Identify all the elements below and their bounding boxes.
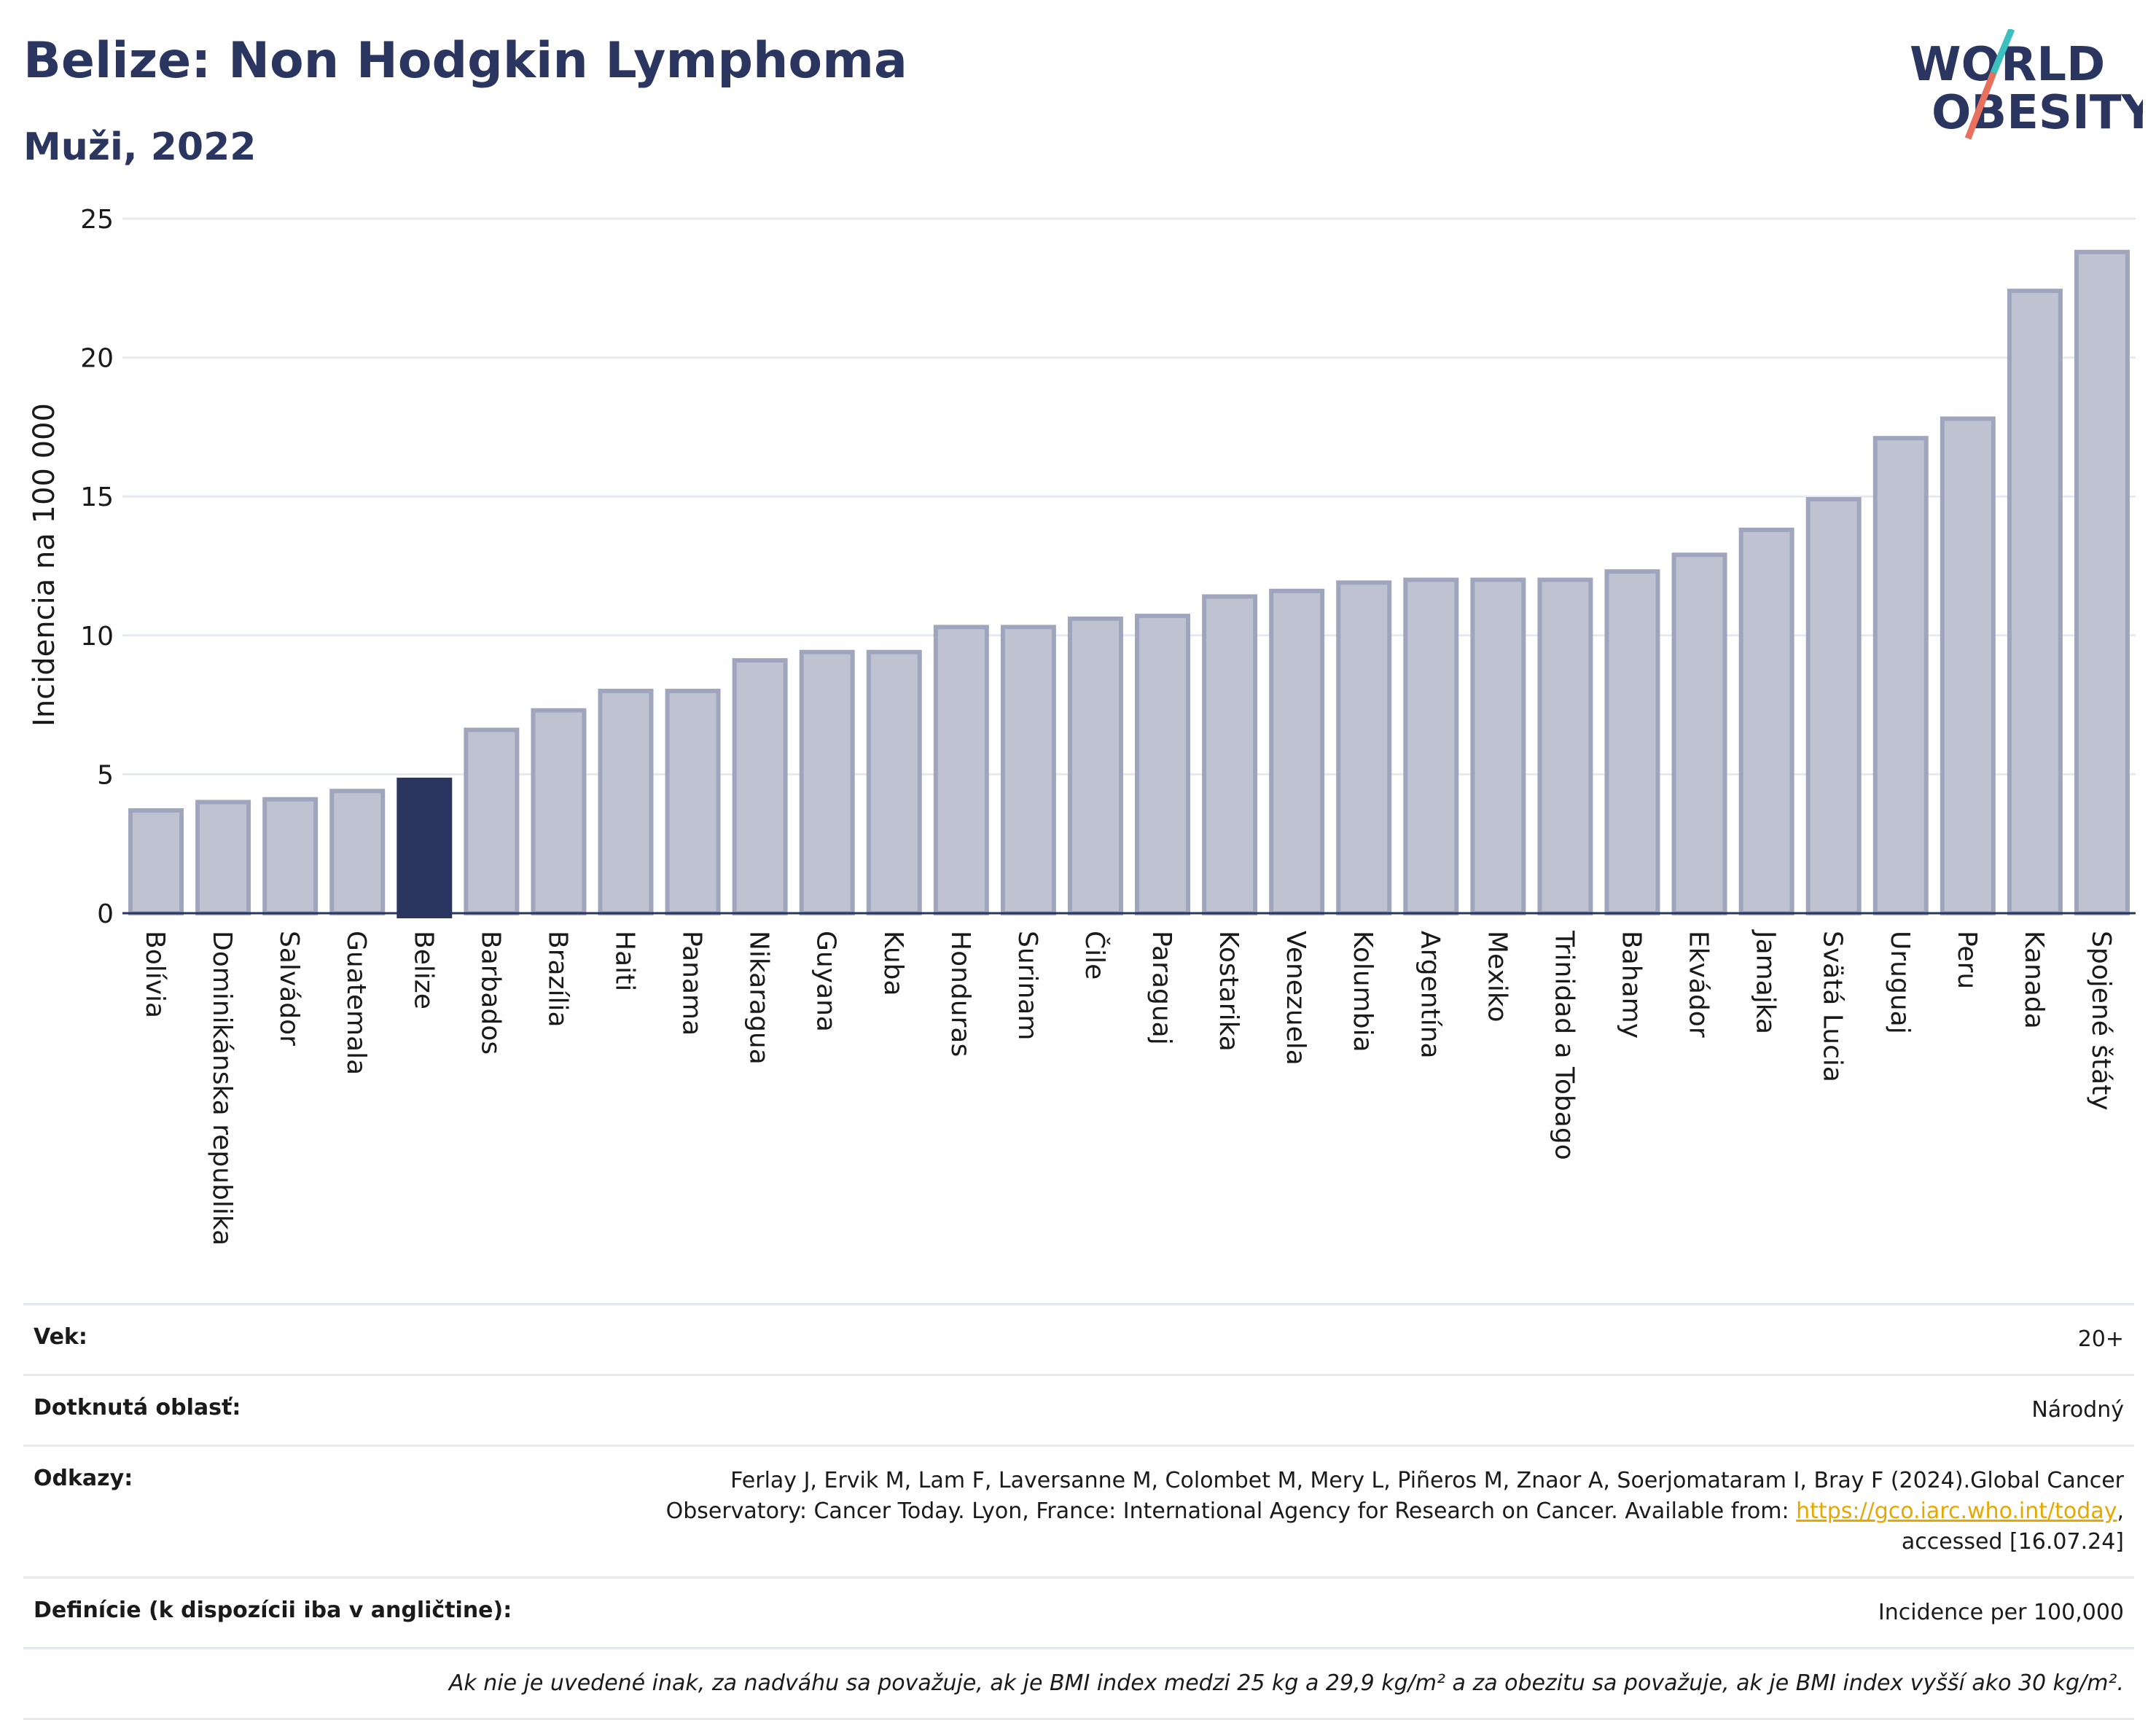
bar-dominikánska-republika[interactable] bbox=[195, 800, 251, 916]
area-value: Národný bbox=[2031, 1397, 2124, 1423]
age-label: Vek: bbox=[34, 1324, 87, 1350]
x-tick-label: Nikaragua bbox=[744, 931, 774, 1065]
x-tick-label: Kolumbia bbox=[1348, 931, 1378, 1052]
x-tick-label: Salvádor bbox=[274, 931, 304, 1046]
bar-kostarika[interactable] bbox=[1202, 594, 1258, 915]
bar-brazília[interactable] bbox=[531, 708, 587, 915]
bar-guatemala[interactable] bbox=[329, 789, 386, 915]
bar-ekvádor[interactable] bbox=[1671, 552, 1727, 915]
bar-surinam[interactable] bbox=[1000, 625, 1056, 915]
x-tick-label: Guyana bbox=[811, 931, 841, 1032]
definitions-label: Definície (k dispozícii iba v angličtine… bbox=[34, 1598, 512, 1623]
references-text-2: Observatory: Cancer Today. Lyon, France:… bbox=[665, 1498, 1797, 1524]
bar-belize[interactable] bbox=[397, 778, 453, 919]
bar-svätá-lucia[interactable] bbox=[1805, 497, 1862, 915]
x-tick-label: Belize bbox=[408, 931, 438, 1009]
world-obesity-logo: WORLD OBESITY bbox=[1910, 29, 2143, 140]
bmi-note: Ak nie je uvedené inak, za nadváhu sa po… bbox=[448, 1670, 2124, 1696]
grid-lines bbox=[122, 217, 2136, 775]
bar-kolumbia[interactable] bbox=[1336, 580, 1392, 915]
age-value: 20+ bbox=[2077, 1326, 2124, 1352]
chart-subtitle: Muži, 2022 bbox=[23, 125, 257, 169]
area-label: Dotknutá oblasť: bbox=[34, 1395, 241, 1420]
y-tick-label: 20 bbox=[80, 344, 114, 374]
x-tick-label: Uruguaj bbox=[1885, 931, 1915, 1034]
bar-honduras[interactable] bbox=[933, 625, 989, 915]
y-axis-label: Incidencia na 100 000 bbox=[28, 403, 61, 727]
bars bbox=[128, 249, 2130, 919]
x-tick-label: Ekvádor bbox=[1684, 931, 1714, 1038]
bar-panama[interactable] bbox=[665, 689, 721, 915]
bar-guyana[interactable] bbox=[799, 649, 855, 915]
y-tick-label: 15 bbox=[80, 482, 114, 512]
x-tick-label: Jamajka bbox=[1751, 929, 1781, 1034]
bar-spojené-štáty[interactable] bbox=[2074, 249, 2130, 915]
info-table: Vek: 20+ Dotknutá oblasť: Národný Odkazy… bbox=[23, 1303, 2134, 1720]
bar-kanada[interactable] bbox=[2007, 289, 2063, 915]
x-tick-labels: Bolívia Dominikánska republika Salvádor Gua… bbox=[140, 929, 2116, 1246]
references-text-3: , bbox=[2117, 1498, 2124, 1524]
references-text-4: accessed [16.07.24] bbox=[1901, 1529, 2124, 1555]
bar-bolívia[interactable] bbox=[128, 808, 184, 916]
bar-uruguaj[interactable] bbox=[1872, 436, 1929, 915]
y-tick-label: 25 bbox=[80, 205, 114, 235]
info-row-area: Dotknutá oblasť: Národný bbox=[23, 1374, 2134, 1445]
chart-title: Belize: Non Hodgkin Lymphoma bbox=[23, 32, 907, 90]
x-tick-label: Čile bbox=[1079, 931, 1110, 980]
logo-slash-coral bbox=[1964, 71, 1997, 140]
info-row-age: Vek: 20+ bbox=[23, 1303, 2134, 1374]
x-tick-label: Trinidad a Tobago bbox=[1549, 930, 1579, 1160]
bar-chart: 0 5 10 15 20 25 Bolívia Dominikánska republika… bbox=[28, 205, 2136, 1246]
bar-peru[interactable] bbox=[1940, 416, 1996, 915]
x-tick-label: Barbados bbox=[475, 931, 505, 1055]
info-row-definitions: Definície (k dispozícii iba v angličtine… bbox=[23, 1576, 2134, 1647]
bar-venezuela[interactable] bbox=[1269, 588, 1325, 915]
x-tick-label: Panama bbox=[677, 931, 707, 1036]
x-tick-label: Kanada bbox=[2019, 931, 2049, 1029]
x-tick-label: Spojené štáty bbox=[2086, 931, 2116, 1111]
x-tick-label: Kuba bbox=[878, 931, 908, 996]
x-tick-label: Bahamy bbox=[1617, 931, 1647, 1039]
info-row-references: Odkazy: Ferlay J, Ervik M, Lam F, Lavers… bbox=[23, 1445, 2134, 1576]
x-tick-label: Honduras bbox=[945, 931, 975, 1057]
x-tick-label: Venezuela bbox=[1281, 931, 1311, 1066]
logo-slash-teal bbox=[1990, 29, 2015, 74]
x-tick-label: Guatemala bbox=[341, 931, 371, 1075]
references-link[interactable]: https://gco.iarc.who.int/today bbox=[1796, 1498, 2117, 1524]
bar-jamajka[interactable] bbox=[1738, 527, 1794, 915]
bar-mexiko[interactable] bbox=[1470, 577, 1526, 915]
x-tick-label: Argentína bbox=[1415, 931, 1445, 1059]
definitions-value: Incidence per 100,000 bbox=[1878, 1600, 2124, 1625]
x-tick-label: Haiti bbox=[610, 931, 640, 991]
x-tick-label: Kostarika bbox=[1214, 931, 1243, 1052]
bar-bahamy[interactable] bbox=[1604, 569, 1660, 916]
bar-nikaragua[interactable] bbox=[732, 658, 788, 915]
bar-čile[interactable] bbox=[1067, 616, 1123, 915]
x-tick-label: Brazília bbox=[542, 931, 572, 1028]
info-row-note: Ak nie je uvedené inak, za nadváhu sa po… bbox=[23, 1647, 2134, 1720]
bar-haiti[interactable] bbox=[598, 689, 654, 915]
x-tick-label: Dominikánska republika bbox=[207, 931, 237, 1246]
x-tick-label: Bolívia bbox=[140, 931, 170, 1018]
bar-barbados[interactable] bbox=[464, 727, 520, 916]
x-tick-label: Paraguaj bbox=[1147, 931, 1176, 1045]
x-tick-label: Svätá Lucia bbox=[1818, 931, 1848, 1082]
x-tick-label: Surinam bbox=[1012, 931, 1042, 1040]
logo-text-line2: OBESITY bbox=[1932, 86, 2143, 140]
bar-trinidad-a-tobago[interactable] bbox=[1537, 577, 1593, 915]
bar-salvádor[interactable] bbox=[262, 797, 319, 916]
bar-argentína[interactable] bbox=[1403, 577, 1459, 915]
y-tick-label: 5 bbox=[97, 760, 114, 790]
x-tick-label: Mexiko bbox=[1482, 931, 1512, 1022]
bar-paraguaj[interactable] bbox=[1135, 614, 1191, 916]
references-value: Ferlay J, Ervik M, Lam F, Laversanne M, … bbox=[666, 1466, 2124, 1557]
bar-kuba[interactable] bbox=[866, 649, 922, 915]
references-label: Odkazy: bbox=[34, 1466, 133, 1491]
y-tick-labels: 0 5 10 15 20 25 bbox=[80, 205, 114, 929]
x-tick-label: Peru bbox=[1952, 931, 1982, 989]
y-tick-label: 0 bbox=[97, 899, 114, 929]
references-text-1: Ferlay J, Ervik M, Lam F, Laversanne M, … bbox=[730, 1468, 2124, 1493]
y-tick-label: 10 bbox=[80, 622, 114, 652]
